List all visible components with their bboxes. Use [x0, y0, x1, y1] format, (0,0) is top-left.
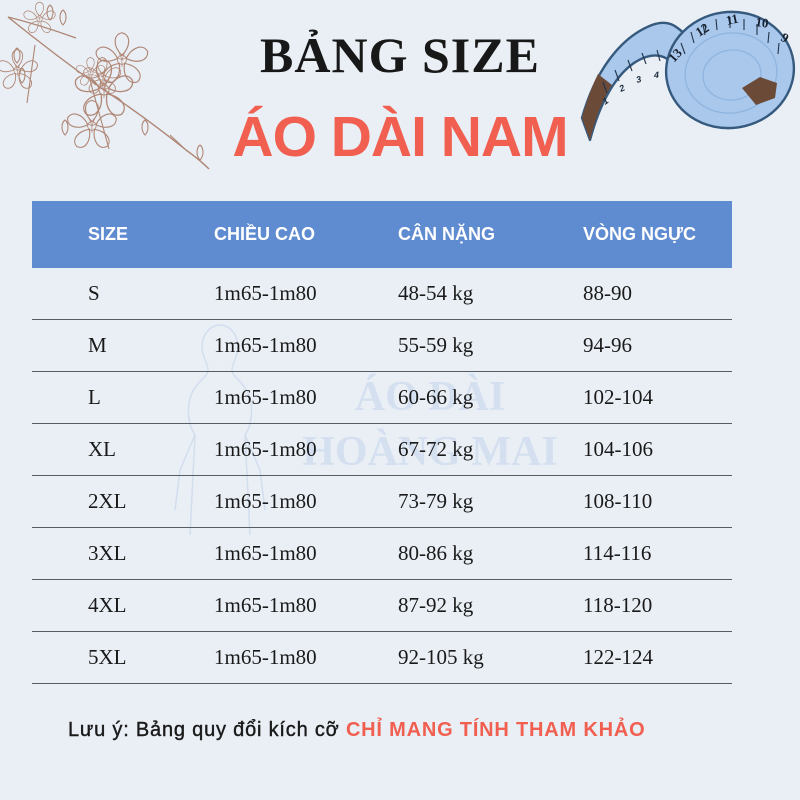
svg-text:2: 2 [617, 83, 627, 95]
svg-text:3: 3 [635, 74, 642, 85]
svg-text:4: 4 [653, 70, 659, 80]
svg-text:10: 10 [755, 14, 770, 31]
